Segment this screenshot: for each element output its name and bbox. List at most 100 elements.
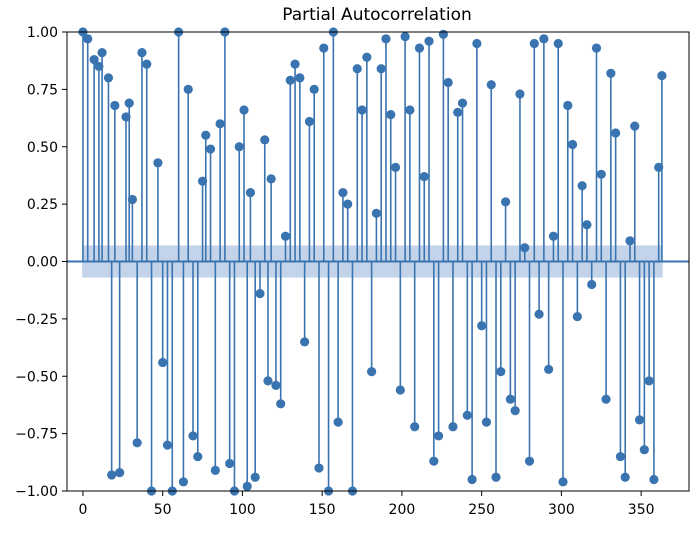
stem-marker — [121, 112, 131, 122]
stem-marker — [606, 68, 616, 78]
stem-marker — [371, 208, 382, 218]
stem-marker — [309, 84, 319, 94]
stem-marker — [657, 71, 667, 81]
stem-marker — [210, 465, 220, 475]
stem-marker — [304, 116, 315, 127]
stem-marker — [611, 128, 621, 138]
stem-marker — [266, 174, 276, 184]
stem-marker — [467, 474, 477, 485]
stem-marker — [548, 231, 559, 241]
x-tick-label: 0 — [78, 502, 87, 518]
stem-marker — [367, 367, 377, 377]
stem-marker — [201, 130, 211, 140]
stem-marker — [486, 80, 496, 90]
stem-marker — [178, 477, 189, 487]
stem-marker — [276, 399, 286, 409]
stem-marker — [596, 169, 606, 179]
stem-marker — [649, 474, 659, 485]
stem-marker — [83, 34, 93, 44]
stem-marker — [386, 110, 396, 120]
y-tick-label: −1.00 — [15, 484, 58, 500]
stem-marker — [563, 100, 573, 111]
stem-marker — [142, 59, 152, 69]
stem-marker — [127, 194, 137, 205]
stem-marker — [110, 100, 120, 111]
stem-marker — [553, 38, 563, 49]
stem-marker — [462, 410, 472, 420]
stem-marker — [429, 456, 439, 466]
stem-marker — [137, 48, 147, 58]
stem-marker — [438, 29, 448, 39]
x-tick-label: 150 — [309, 502, 336, 518]
stem-marker — [153, 158, 163, 168]
stem-marker — [362, 52, 372, 62]
stem-marker — [419, 171, 429, 182]
stem-marker — [338, 188, 348, 198]
stem-marker — [634, 415, 645, 425]
y-tick-label: −0.25 — [15, 312, 58, 328]
stem-marker — [343, 199, 353, 209]
stem-marker — [97, 48, 107, 58]
stem-marker — [295, 73, 305, 83]
stem-marker — [639, 445, 649, 455]
stem-marker — [529, 38, 539, 49]
y-tick-label: −0.50 — [15, 369, 58, 385]
stem-marker — [434, 431, 444, 441]
y-tick-label: 0.25 — [27, 197, 58, 213]
stem-marker — [132, 438, 142, 448]
stem-marker — [225, 458, 235, 469]
stem-marker — [158, 357, 168, 368]
stem-marker — [515, 89, 525, 99]
stem-marker — [242, 481, 252, 492]
x-tick-label: 100 — [229, 502, 256, 518]
stem-marker — [558, 477, 568, 487]
stem-marker — [290, 59, 300, 69]
x-tick-label: 300 — [548, 502, 575, 518]
stem-marker — [625, 236, 635, 246]
stem-marker — [587, 279, 597, 290]
stem-marker — [534, 309, 544, 319]
x-tick-label: 350 — [628, 502, 655, 518]
x-tick-label: 50 — [154, 502, 172, 518]
stem-marker — [188, 431, 198, 441]
axes: −1.00 −0.75 −0.50 −0.25 0.00 0.25 0.50 0.75 1.00… — [15, 25, 690, 518]
stem-marker — [263, 376, 273, 386]
stem-marker — [567, 139, 578, 150]
y-tick-label: 0.50 — [27, 140, 58, 156]
stem-marker — [395, 385, 405, 395]
stem-marker — [477, 321, 487, 331]
stem-marker — [162, 440, 173, 450]
stem-marker — [443, 77, 453, 88]
stem-marker — [205, 144, 216, 154]
stem-marker — [524, 456, 535, 466]
y-tick-label: 1.00 — [27, 25, 58, 41]
stem-marker — [620, 472, 630, 482]
stem-marker — [357, 105, 367, 115]
stem-marker — [505, 394, 515, 404]
stem-series — [67, 27, 689, 496]
stem-marker — [94, 61, 104, 72]
stem-marker — [654, 162, 664, 173]
stem-marker — [500, 197, 511, 207]
stem-marker — [453, 107, 463, 117]
y-tick-label: 0.75 — [27, 82, 58, 98]
stem-marker — [591, 43, 602, 53]
stem-marker — [572, 311, 582, 322]
y-tick-label: −0.75 — [15, 427, 58, 443]
stem-marker — [414, 43, 425, 53]
stem-marker — [410, 422, 420, 432]
stem-marker — [448, 422, 458, 432]
stem-marker — [424, 36, 434, 46]
stem-marker — [601, 394, 611, 404]
stem-marker — [496, 367, 506, 377]
stem-marker — [520, 243, 530, 253]
stem-marker — [615, 451, 626, 462]
stem-marker — [491, 472, 501, 482]
stem-marker — [539, 34, 549, 44]
stem-marker — [381, 34, 391, 44]
stem-marker — [300, 337, 310, 347]
stem-marker — [510, 406, 520, 416]
stem-marker — [544, 364, 554, 374]
